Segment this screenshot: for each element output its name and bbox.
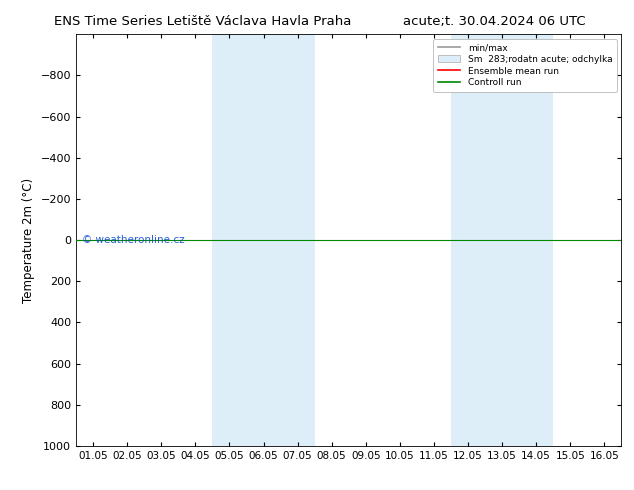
Bar [451,34,553,446]
Text: acute;t. 30.04.2024 06 UTC: acute;t. 30.04.2024 06 UTC [403,15,586,28]
Legend: min/max, Sm  283;rodatn acute; odchylka, Ensemble mean run, Controll run: min/max, Sm 283;rodatn acute; odchylka, … [434,39,617,92]
Bar [212,34,314,446]
Text: © weatheronline.cz: © weatheronline.cz [82,235,184,245]
Y-axis label: Temperature 2m (°C): Temperature 2m (°C) [22,177,35,303]
Text: ENS Time Series Letiště Václava Havla Praha: ENS Time Series Letiště Václava Havla Pr… [54,15,352,28]
